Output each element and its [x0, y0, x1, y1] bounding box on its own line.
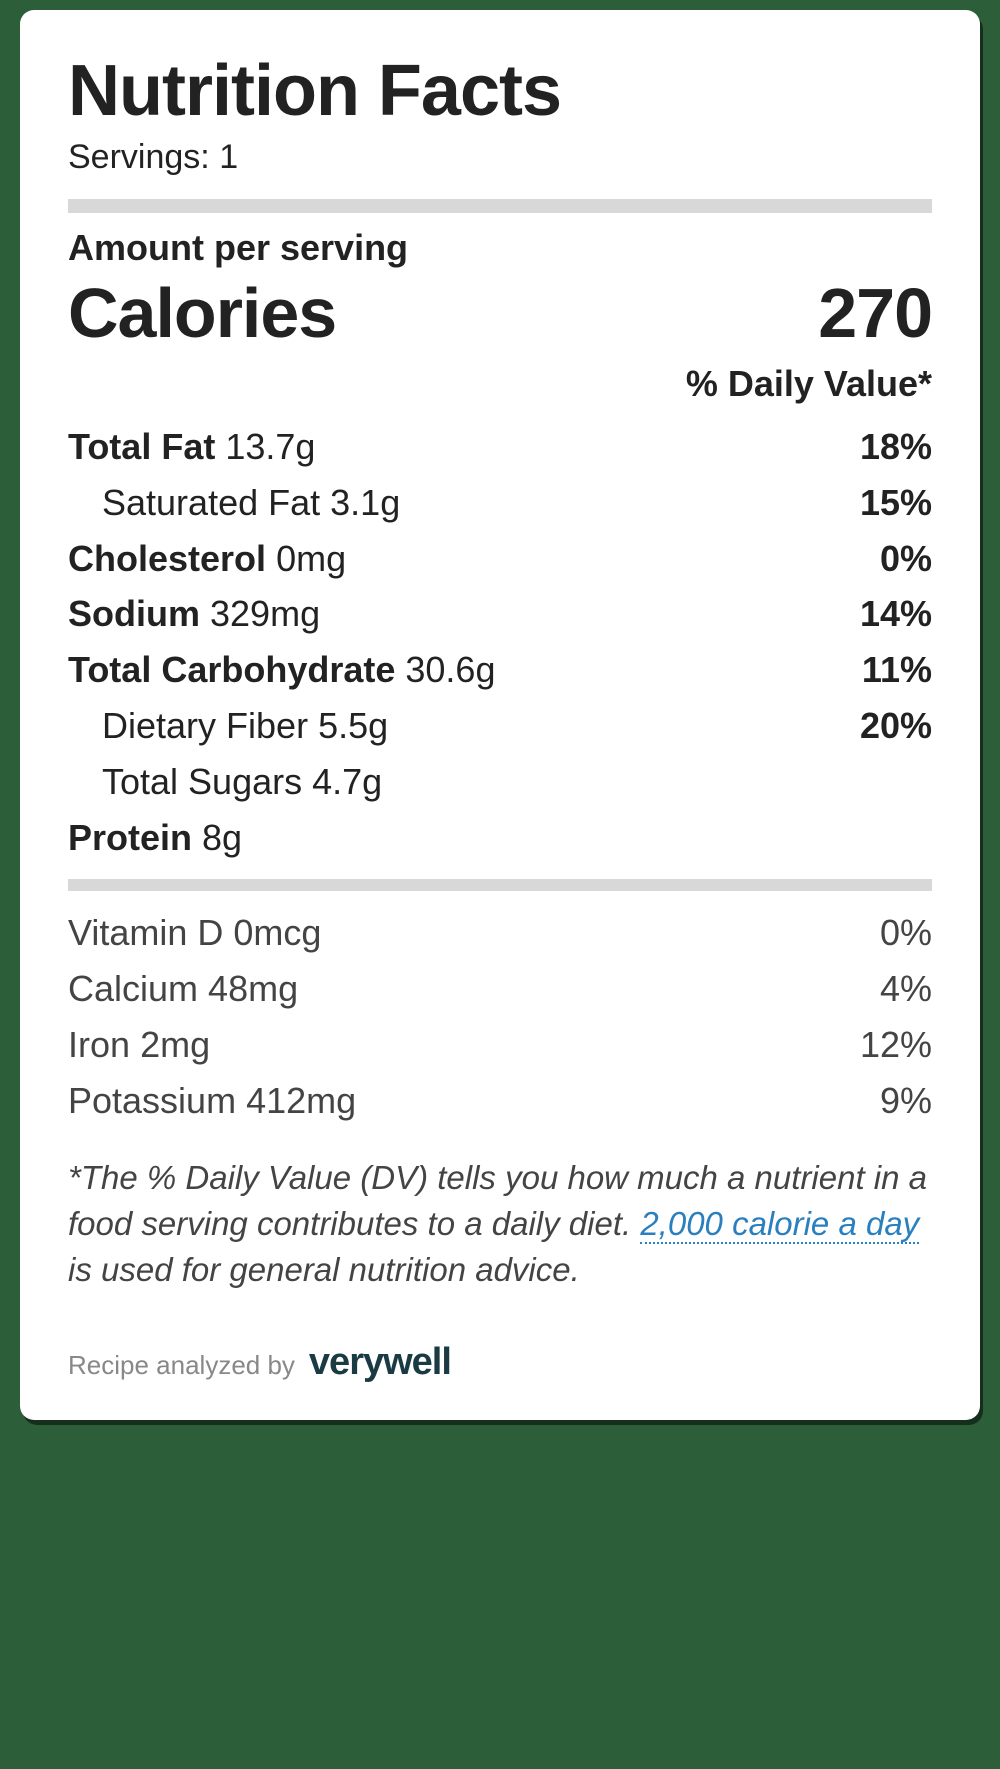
row-protein: Protein 8g — [68, 810, 932, 866]
pct-potassium: 9% — [880, 1073, 932, 1129]
pct-calcium: 4% — [880, 961, 932, 1017]
pct-fiber: 20% — [860, 698, 932, 754]
divider-thick-top — [68, 199, 932, 213]
pct-sodium: 14% — [860, 586, 932, 642]
row-iron: Iron 2mg 12% — [68, 1017, 932, 1073]
name-sugars: Total Sugars — [102, 761, 302, 802]
amount-total-fat: 13.7g — [225, 426, 315, 467]
label-iron: Iron 2mg — [68, 1017, 210, 1073]
name-protein: Protein — [68, 817, 192, 858]
pct-cholesterol: 0% — [880, 531, 932, 587]
pct-total-carb: 11% — [862, 642, 932, 698]
name-sat-fat: Saturated Fat — [102, 482, 320, 523]
row-fiber: Dietary Fiber 5.5g 20% — [68, 698, 932, 754]
dv-footnote: *The % Daily Value (DV) tells you how mu… — [68, 1155, 932, 1294]
label-calcium: Calcium 48mg — [68, 961, 298, 1017]
calories-label: Calories — [68, 273, 336, 353]
name-vit-d: Vitamin D — [68, 912, 223, 953]
row-cholesterol: Cholesterol 0mg 0% — [68, 531, 932, 587]
row-sugars: Total Sugars 4.7g — [68, 754, 932, 810]
amount-fiber: 5.5g — [318, 705, 388, 746]
amount-cholesterol: 0mg — [276, 538, 346, 579]
label-total-fat: Total Fat 13.7g — [68, 419, 315, 475]
pct-vit-d: 0% — [880, 905, 932, 961]
name-cholesterol: Cholesterol — [68, 538, 266, 579]
calories-value: 270 — [818, 273, 932, 353]
amount-protein: 8g — [202, 817, 242, 858]
label-sugars: Total Sugars 4.7g — [68, 754, 382, 810]
calories-row: Calories 270 — [68, 273, 932, 353]
pct-sat-fat: 15% — [860, 475, 932, 531]
label-sat-fat: Saturated Fat 3.1g — [68, 475, 400, 531]
label-protein: Protein 8g — [68, 810, 242, 866]
attribution-text: Recipe analyzed by — [68, 1350, 295, 1381]
name-calcium: Calcium — [68, 968, 198, 1009]
label-fiber: Dietary Fiber 5.5g — [68, 698, 388, 754]
pct-iron: 12% — [860, 1017, 932, 1073]
name-potassium: Potassium — [68, 1080, 236, 1121]
amount-calcium: 48mg — [208, 968, 298, 1009]
amount-total-carb: 30.6g — [405, 649, 495, 690]
amount-sodium: 329mg — [210, 593, 320, 634]
daily-value-header: % Daily Value* — [68, 363, 932, 405]
amount-vit-d: 0mcg — [233, 912, 321, 953]
footnote-post: is used for general nutrition advice. — [68, 1251, 580, 1288]
amount-sugars: 4.7g — [312, 761, 382, 802]
name-fiber: Dietary Fiber — [102, 705, 308, 746]
label-total-carb: Total Carbohydrate 30.6g — [68, 642, 495, 698]
title: Nutrition Facts — [68, 50, 932, 132]
calorie-link[interactable]: 2,000 calorie a day — [640, 1205, 919, 1244]
nutrition-facts-card: Nutrition Facts Servings: 1 Amount per s… — [20, 10, 980, 1420]
label-vit-d: Vitamin D 0mcg — [68, 905, 321, 961]
name-total-fat: Total Fat — [68, 426, 215, 467]
attribution: Recipe analyzed by verywell — [68, 1341, 932, 1384]
amount-per-serving: Amount per serving — [68, 227, 932, 269]
row-vit-d: Vitamin D 0mcg 0% — [68, 905, 932, 961]
name-iron: Iron — [68, 1024, 130, 1065]
row-potassium: Potassium 412mg 9% — [68, 1073, 932, 1129]
servings-value: 1 — [219, 138, 238, 176]
amount-iron: 2mg — [140, 1024, 210, 1065]
name-total-carb: Total Carbohydrate — [68, 649, 395, 690]
label-cholesterol: Cholesterol 0mg — [68, 531, 346, 587]
row-calcium: Calcium 48mg 4% — [68, 961, 932, 1017]
row-sat-fat: Saturated Fat 3.1g 15% — [68, 475, 932, 531]
servings-line: Servings: 1 — [68, 138, 932, 177]
amount-sat-fat: 3.1g — [330, 482, 400, 523]
amount-potassium: 412mg — [246, 1080, 356, 1121]
label-sodium: Sodium 329mg — [68, 586, 320, 642]
divider-thick-mid — [68, 879, 932, 891]
pct-total-fat: 18% — [860, 419, 932, 475]
row-total-carb: Total Carbohydrate 30.6g 11% — [68, 642, 932, 698]
brand-logo: verywell — [309, 1341, 451, 1384]
row-total-fat: Total Fat 13.7g 18% — [68, 419, 932, 475]
row-sodium: Sodium 329mg 14% — [68, 586, 932, 642]
name-sodium: Sodium — [68, 593, 200, 634]
label-potassium: Potassium 412mg — [68, 1073, 356, 1129]
servings-label: Servings: — [68, 138, 210, 176]
